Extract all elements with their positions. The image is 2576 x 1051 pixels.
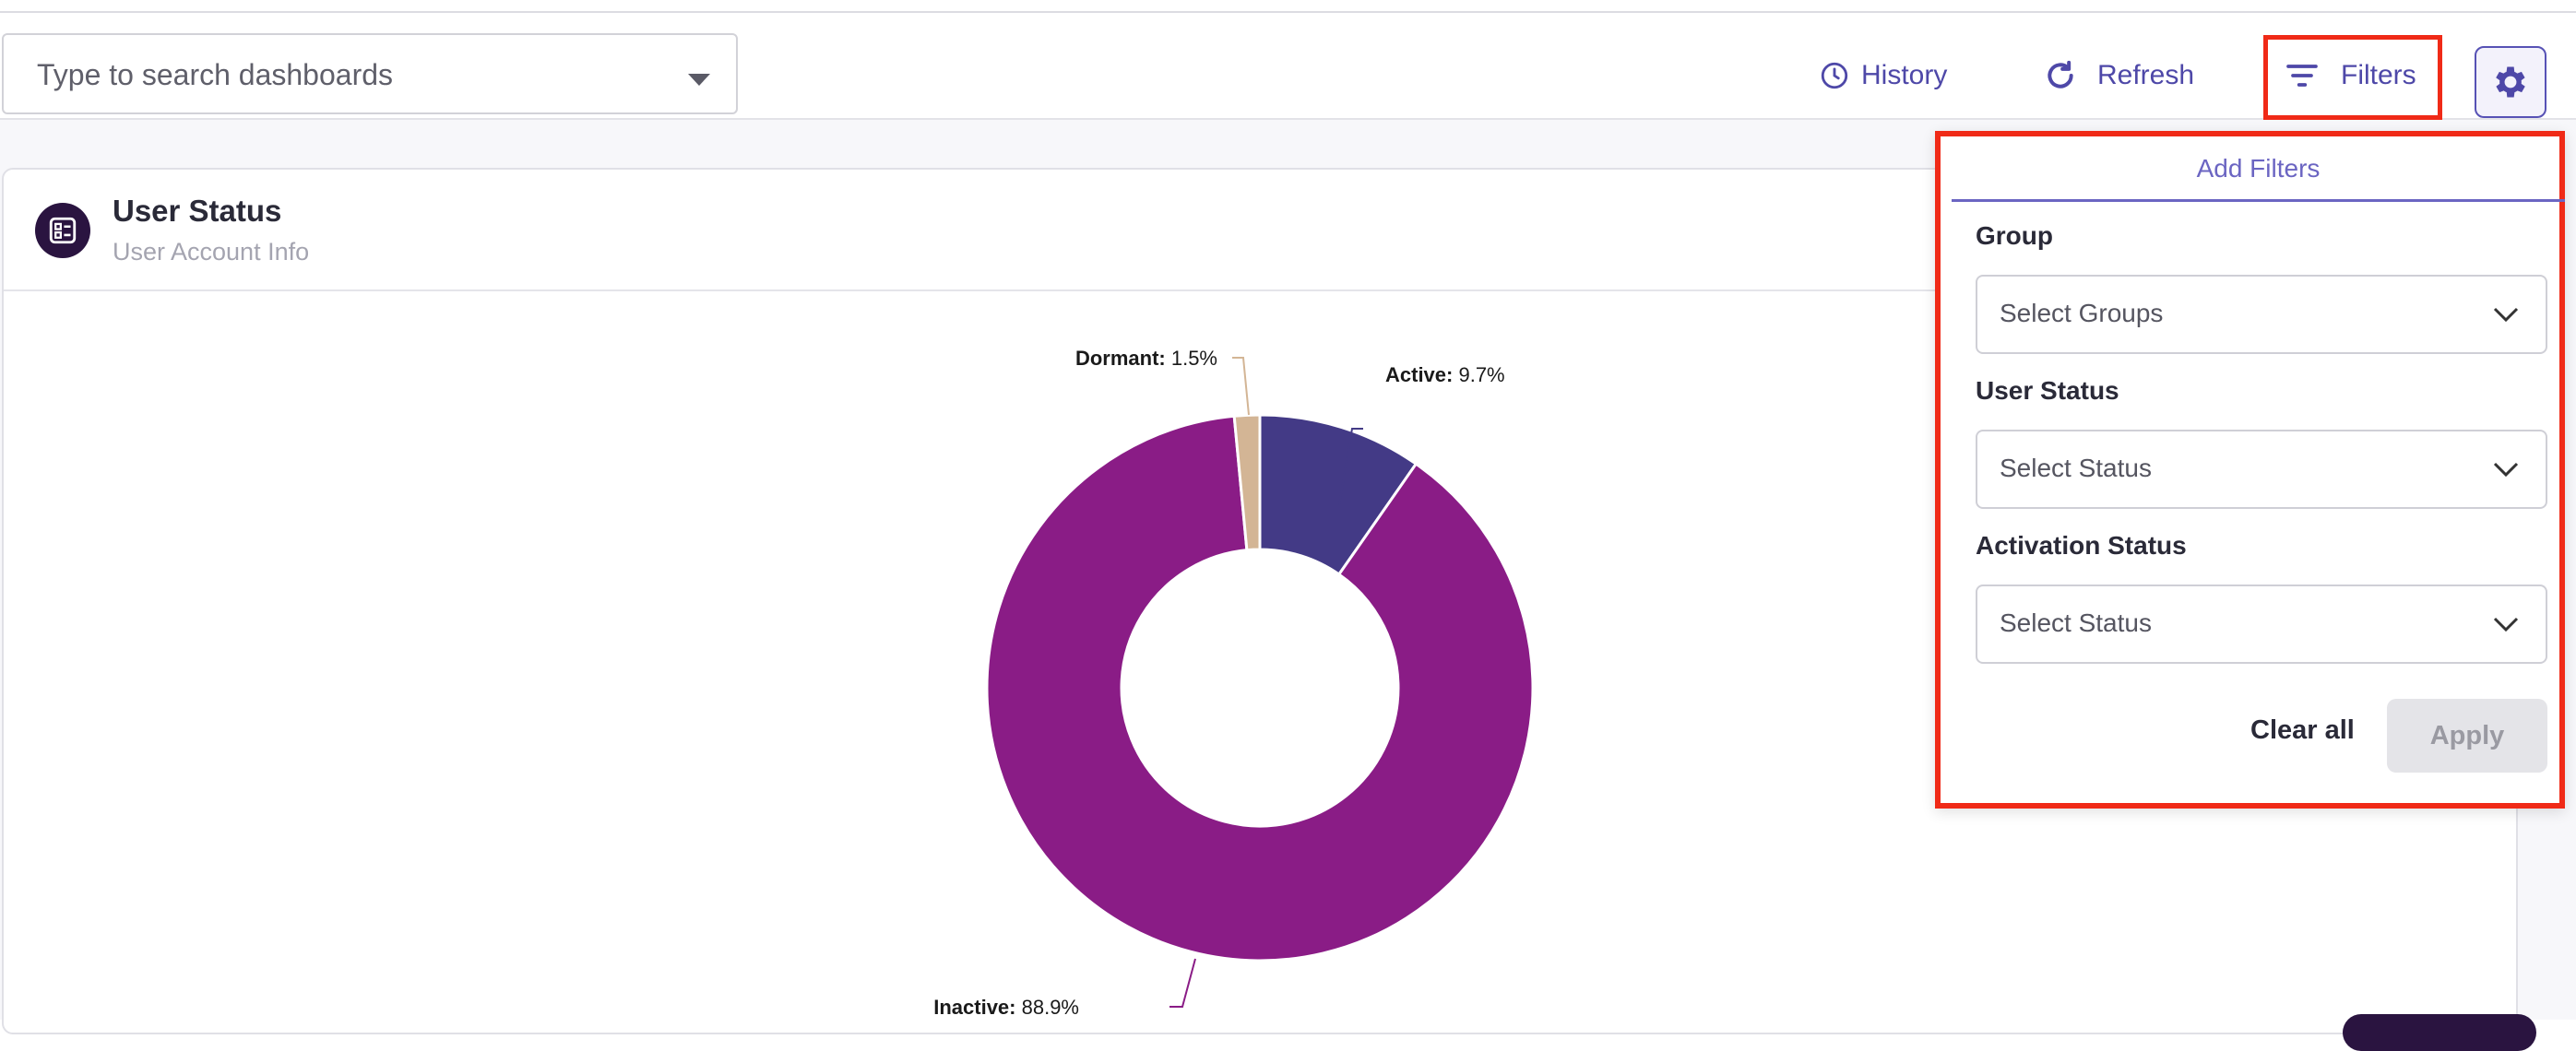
user-status-select[interactable]: Select Status xyxy=(1976,430,2547,509)
user-status-donut-chart: Active: 9.7% Inactive: 88.9% Dormant: 1.5% xyxy=(933,347,1535,1019)
chevron-down-icon xyxy=(2493,617,2519,632)
clear-all-button[interactable]: Clear all xyxy=(2250,715,2355,745)
label-active-value: 9.7% xyxy=(1453,363,1504,386)
label-dormant-leader-line xyxy=(1232,357,1250,416)
filter-icon xyxy=(2286,65,2318,87)
card-title: User Status xyxy=(113,194,282,228)
group-select[interactable]: Select Groups xyxy=(1976,275,2547,354)
clock-icon xyxy=(1821,62,1848,89)
top-divider xyxy=(0,11,2576,13)
dashboard-toolbar: History Refresh Filters xyxy=(0,13,2576,120)
gear-icon xyxy=(2496,66,2525,98)
activation-status-label: Activation Status xyxy=(1976,531,2187,560)
label-active-leader-line xyxy=(1338,428,1363,506)
chevron-down-icon xyxy=(2493,307,2519,323)
card-header: User Status User Account Info xyxy=(4,170,2516,291)
history-button[interactable]: History xyxy=(1819,50,1947,101)
slice-dormant[interactable] xyxy=(1232,413,1262,552)
activation-status-select[interactable]: Select Status xyxy=(1976,585,2547,664)
label-inactive-category: Inactive: xyxy=(933,996,1015,1019)
label-active-category: Active: xyxy=(1385,363,1453,386)
label-inactive-leader-line xyxy=(1169,958,1196,1008)
history-label: History xyxy=(1861,60,1948,90)
label-inactive: Inactive: 88.9% xyxy=(933,996,1079,1019)
group-select-value: Select Groups xyxy=(2000,299,2164,327)
tab-add-filters[interactable]: Add Filters xyxy=(1952,146,2565,202)
user-status-label: User Status xyxy=(1976,376,2119,405)
label-active: Active: 9.7% xyxy=(1385,363,1505,386)
apply-button[interactable]: Apply xyxy=(2387,699,2547,773)
group-label: Group xyxy=(1976,221,2053,250)
slice-inactive[interactable] xyxy=(985,414,1535,962)
filters-highlight-box xyxy=(2263,35,2442,120)
label-dormant-value: 1.5% xyxy=(1166,347,1217,370)
label-dormant-category: Dormant: xyxy=(1075,347,1166,370)
refresh-icon xyxy=(2048,60,2073,89)
filters-panel: Add Filters Group Select Groups User Sta… xyxy=(1935,131,2565,809)
chevron-down-icon xyxy=(2493,462,2519,478)
label-dormant: Dormant: 1.5% xyxy=(1075,347,1217,370)
refresh-button[interactable]: Refresh xyxy=(2042,50,2194,101)
activation-status-select-value: Select Status xyxy=(2000,608,2152,637)
floating-action-button[interactable] xyxy=(2343,1014,2536,1051)
dashboard-search[interactable] xyxy=(2,33,738,114)
user-status-select-value: Select Status xyxy=(2000,454,2152,482)
search-input[interactable] xyxy=(35,55,666,94)
filters-button[interactable]: Filters xyxy=(2284,50,2416,101)
settings-button[interactable] xyxy=(2475,46,2546,118)
dashboard-widget-icon xyxy=(35,203,90,258)
filters-label: Filters xyxy=(2341,60,2416,90)
label-inactive-value: 88.9% xyxy=(1016,996,1080,1019)
refresh-label: Refresh xyxy=(2097,60,2195,90)
card-subtitle: User Account Info xyxy=(113,238,310,266)
dropdown-caret-icon[interactable] xyxy=(688,74,710,86)
